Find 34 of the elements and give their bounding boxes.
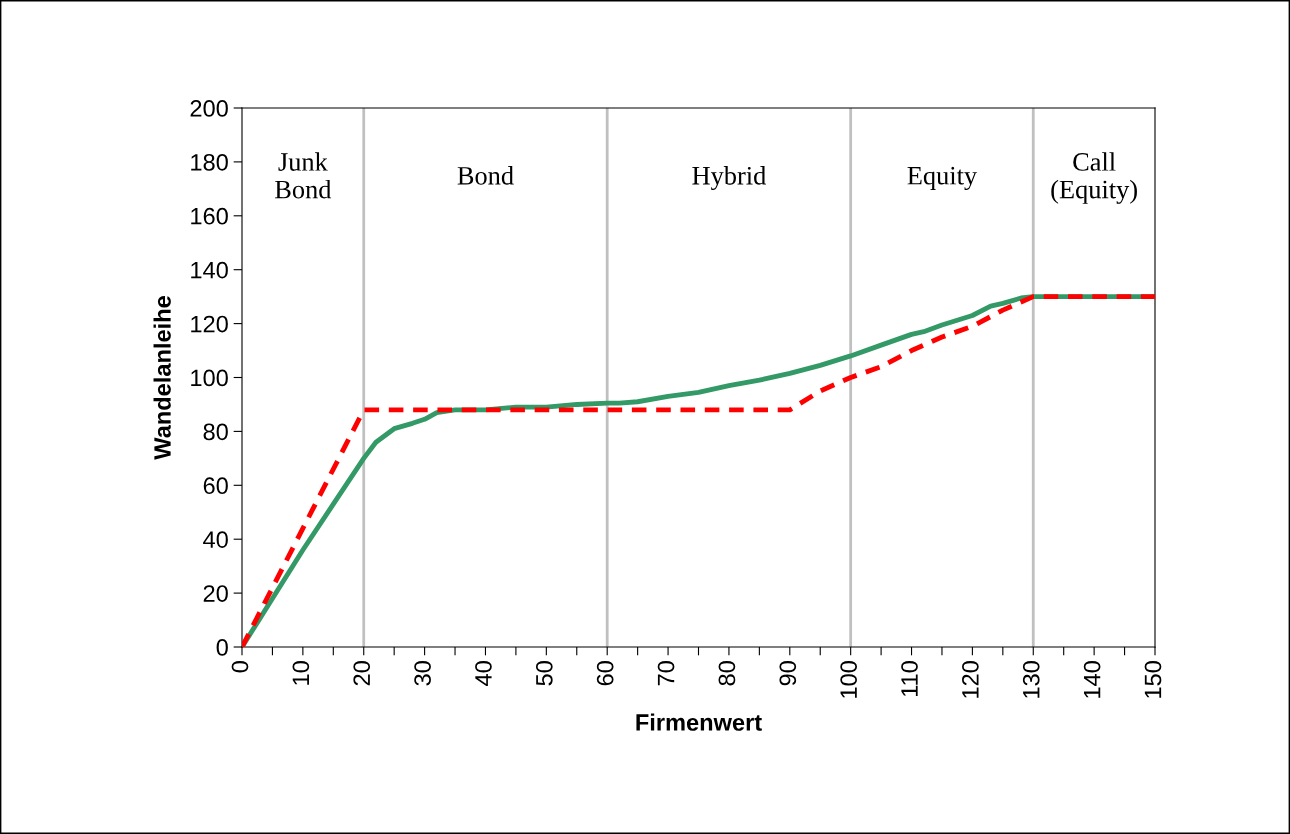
x-tick-label: 30 [414, 661, 431, 686]
x-tick-label: 120 [962, 661, 979, 698]
annotation: Bond [457, 166, 514, 185]
x-tick-label: 70 [657, 661, 675, 686]
y-tick-label: 140 [191, 261, 228, 279]
x-tick-label: 40 [475, 661, 492, 686]
x-tick-label: 60 [596, 661, 614, 686]
x-tick-label: 150 [1144, 661, 1162, 698]
y-tick-label: 60 [203, 477, 228, 495]
x-tick-label: 130 [1022, 661, 1040, 698]
annotation: Junk Bond [275, 152, 332, 199]
y-tick-label: 120 [191, 315, 228, 333]
x-tick-label: 10 [292, 661, 310, 685]
annotation: Call (Equity) [1051, 152, 1137, 204]
y-tick-label: 80 [203, 423, 228, 441]
annotation: Equity [907, 166, 978, 191]
y-tick-label: 20 [203, 585, 228, 602]
y-tick-label: 160 [191, 207, 228, 225]
x-tick-label: 100 [840, 661, 857, 698]
x-tick-label: 50 [535, 661, 553, 686]
y-tick-label: 100 [191, 369, 228, 387]
x-axis-title: Firmenwert [636, 713, 762, 731]
y-tick-label: 180 [191, 153, 228, 171]
x-tick-label: 80 [718, 661, 736, 686]
x-tick-label: 0 [231, 661, 249, 673]
y-tick-label: 0 [216, 639, 228, 656]
y-axis-title: Wandelanleihe [153, 296, 171, 460]
x-tick-label: 20 [353, 661, 371, 686]
annotation: Hybrid [692, 166, 766, 191]
x-tick-label: 90 [779, 661, 797, 686]
x-tick-label: 110 [901, 661, 918, 697]
y-tick-label: 200 [190, 100, 228, 117]
x-tick-label: 140 [1083, 661, 1101, 698]
y-tick-label: 40 [203, 531, 228, 548]
